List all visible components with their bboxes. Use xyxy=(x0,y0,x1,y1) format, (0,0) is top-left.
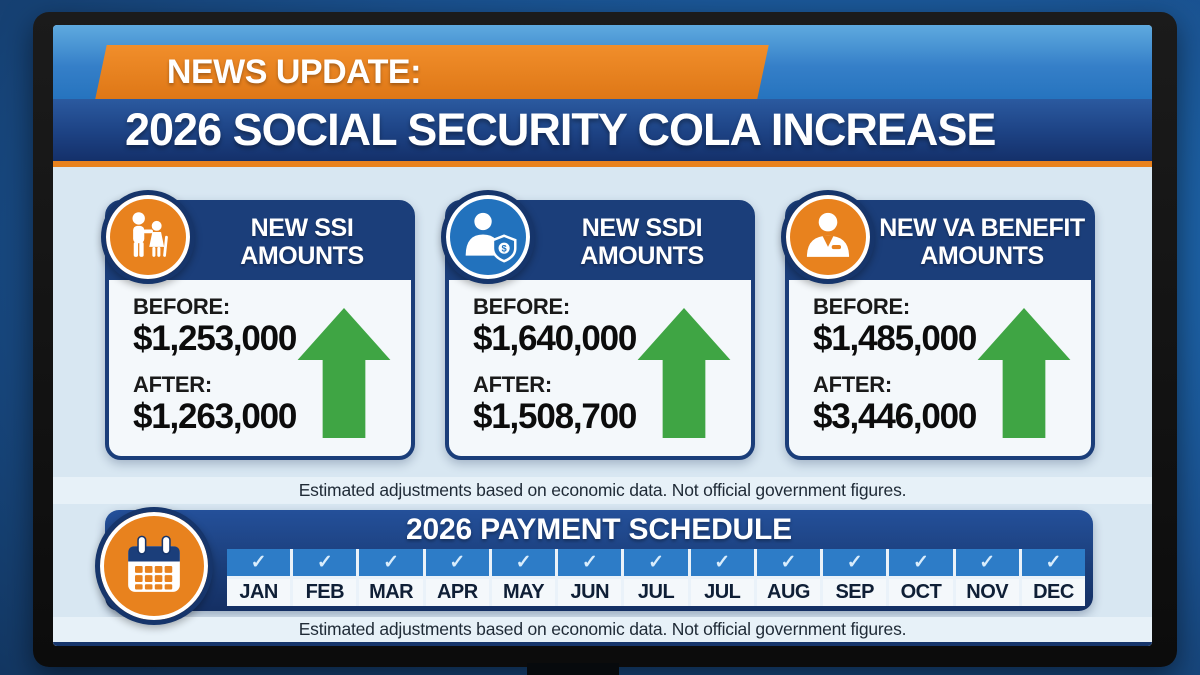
check-icon: ✓ xyxy=(690,549,754,576)
card-body-ssi: BEFORE: $1,253,000 AFTER: $1,263,000 xyxy=(109,280,411,452)
check-icon: ✓ xyxy=(823,549,887,576)
month-label: MAR xyxy=(359,579,423,606)
benefit-card-va: NEW VA BENEFIT AMOUNTS BEFORE: $1,485,00… xyxy=(781,190,1095,460)
monitor-stand xyxy=(527,663,619,675)
check-icon: ✓ xyxy=(756,549,821,576)
month-cell-dec: ✓ DEC xyxy=(1018,549,1086,606)
after-value: $1,263,000 xyxy=(133,396,297,436)
svg-text:$: $ xyxy=(502,244,508,254)
before-value: $1,485,000 xyxy=(813,319,977,358)
month-label: JUN xyxy=(558,579,622,606)
check-icon: ✓ xyxy=(558,549,622,576)
month-cell-jan: ✓ JAN xyxy=(227,549,291,606)
check-icon: ✓ xyxy=(624,549,688,576)
check-icon: ✓ xyxy=(425,549,489,576)
month-label: DEC xyxy=(1021,579,1086,606)
check-icon: ✓ xyxy=(491,549,556,576)
card-title-line2: AMOUNTS xyxy=(920,242,1044,270)
month-label: MAY xyxy=(491,579,556,606)
before-value: $1,253,000 xyxy=(133,319,297,358)
headline-bar: 2026 SOCIAL SECURITY COLA INCREASE xyxy=(53,99,1152,161)
month-label: OCT xyxy=(889,579,953,606)
check-icon: ✓ xyxy=(227,549,291,576)
month-cell-jun: ✓ JUN xyxy=(555,549,622,606)
card-title-ssi: NEW SSI AMOUNTS xyxy=(240,214,364,270)
after-label: AFTER: xyxy=(133,371,212,397)
month-cell-jul: ✓ JUL xyxy=(687,549,754,606)
schedule-title: 2026 PAYMENT SCHEDULE xyxy=(406,513,792,546)
benefit-card-ssdi: $ NEW SSDI AMOUNTS BEFORE: $1,640,000 AF… xyxy=(441,190,755,460)
card-title-line2: AMOUNTS xyxy=(240,242,364,270)
check-icon: ✓ xyxy=(1021,549,1086,576)
card-title-ssdi: NEW SSDI AMOUNTS xyxy=(580,214,704,270)
month-cell-feb: ✓ FEB xyxy=(290,549,357,606)
before-label: BEFORE: xyxy=(133,294,230,319)
increase-arrow-icon xyxy=(977,308,1071,438)
benefit-card-ssi: NEW SSI AMOUNTS BEFORE: $1,253,000 AFTER… xyxy=(101,190,415,460)
month-label: AUG xyxy=(756,579,821,606)
month-cell-may: ✓ MAY xyxy=(488,549,556,606)
before-label: BEFORE: xyxy=(473,294,570,319)
news-update-label: NEWS UPDATE: xyxy=(167,52,422,91)
disclaimer-bottom: Estimated adjustments based on economic … xyxy=(53,617,1152,646)
card-body-va: BEFORE: $1,485,000 AFTER: $3,446,000 xyxy=(789,280,1091,452)
card-title-va: NEW VA BENEFIT AMOUNTS xyxy=(879,214,1085,270)
header-background: NEWS UPDATE: xyxy=(53,25,1152,101)
month-label: JUL xyxy=(624,579,688,606)
person-shield-dollar-icon: $ xyxy=(441,190,535,284)
month-cell-nov: ✓ NOV xyxy=(952,549,1019,606)
card-title-line2: AMOUNTS xyxy=(580,242,704,270)
month-label: JAN xyxy=(227,579,291,606)
after-label: AFTER: xyxy=(813,371,892,397)
check-icon: ✓ xyxy=(955,549,1019,576)
card-title-line1: NEW SSDI xyxy=(581,214,703,242)
month-label: FEB xyxy=(293,579,357,606)
veteran-person-icon xyxy=(781,190,875,284)
monitor-bezel: NEWS UPDATE: 2026 SOCIAL SECURITY COLA I… xyxy=(33,12,1177,667)
month-cell-jul: ✓ JUL xyxy=(621,549,688,606)
after-value: $3,446,000 xyxy=(813,396,977,436)
month-cell-sep: ✓ SEP xyxy=(820,549,887,606)
elderly-couple-icon xyxy=(101,190,195,284)
month-cell-aug: ✓ AUG xyxy=(753,549,821,606)
calendar-icon xyxy=(95,507,213,625)
month-label: JUL xyxy=(690,579,754,606)
increase-arrow-icon xyxy=(297,308,391,438)
check-icon: ✓ xyxy=(889,549,953,576)
news-update-banner: NEWS UPDATE: xyxy=(95,45,769,99)
card-title-line1: NEW VA BENEFIT xyxy=(879,214,1085,242)
card-body-ssdi: BEFORE: $1,640,000 AFTER: $1,508,700 xyxy=(449,280,751,452)
header-divider xyxy=(53,161,1152,167)
month-label: SEP xyxy=(823,579,887,606)
after-value: $1,508,700 xyxy=(473,396,637,436)
month-cell-apr: ✓ APR xyxy=(422,549,489,606)
tv-screen: NEWS UPDATE: 2026 SOCIAL SECURITY COLA I… xyxy=(53,25,1152,646)
after-label: AFTER: xyxy=(473,371,552,397)
card-title-line1: NEW SSI xyxy=(250,214,354,242)
page-title: 2026 SOCIAL SECURITY COLA INCREASE xyxy=(125,104,996,155)
benefit-cards-row: NEW SSI AMOUNTS BEFORE: $1,253,000 AFTER… xyxy=(101,190,1095,462)
disclaimer-top: Estimated adjustments based on economic … xyxy=(53,477,1152,504)
month-cell-oct: ✓ OCT xyxy=(886,549,953,606)
before-value: $1,640,000 xyxy=(473,319,637,358)
before-label: BEFORE: xyxy=(813,294,910,319)
check-icon: ✓ xyxy=(293,549,357,576)
month-strip: ✓ JAN ✓ FEB ✓ MAR ✓ APR ✓ MAY ✓ JUN ✓ JUL ✓ JUL ✓ AUG ✓ SEP… xyxy=(227,549,1086,606)
payment-schedule-panel: 2026 PAYMENT SCHEDULE ✓ JAN ✓ FEB ✓ MAR ✓ APR ✓ M… xyxy=(95,507,1093,625)
month-cell-mar: ✓ MAR xyxy=(356,549,423,606)
month-label: NOV xyxy=(955,579,1019,606)
month-label: APR xyxy=(425,579,489,606)
check-icon: ✓ xyxy=(359,549,423,576)
increase-arrow-icon xyxy=(637,308,731,438)
